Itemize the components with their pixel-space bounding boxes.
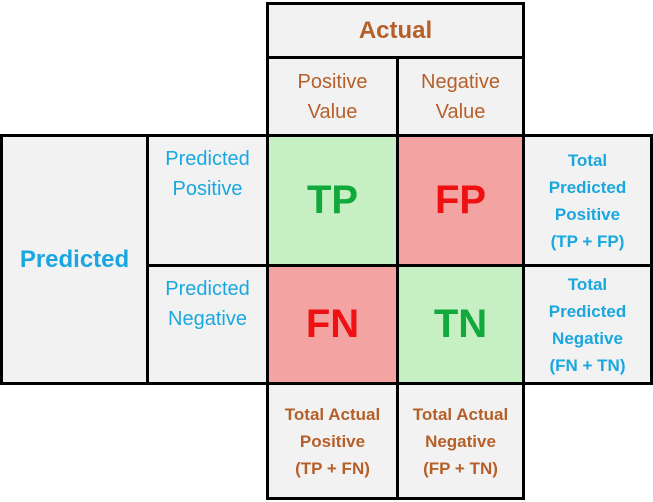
actual-header: Actual xyxy=(266,2,525,59)
negative-value-label: Negative Value xyxy=(421,70,500,123)
total-actual-positive: Total Actual Positive (TP + FN) xyxy=(266,382,399,500)
fn-cell: FN xyxy=(266,264,399,385)
tp-cell: TP xyxy=(266,134,399,267)
predicted-label: Predicted xyxy=(19,245,130,273)
tp-label: TP xyxy=(306,178,359,222)
total-actual-negative: Total Actual Negative (FP + TN) xyxy=(396,382,525,500)
total-predicted-negative: Total Predicted Negative (FN + TN) xyxy=(522,264,653,385)
total-predicted-positive: Total Predicted Positive (TP + FP) xyxy=(522,134,653,267)
predicted-positive-header: Predicted Positive xyxy=(146,134,269,267)
fn-label: FN xyxy=(305,302,360,346)
tn-label: TN xyxy=(433,302,488,346)
total-predicted-positive-label: Total Predicted Positive (TP + FP) xyxy=(548,150,627,251)
total-actual-positive-label: Total Actual Positive (TP + FN) xyxy=(284,404,381,478)
positive-value-label: Positive Value xyxy=(297,70,368,123)
predicted-negative-label: Predicted Negative xyxy=(165,278,250,330)
fp-cell: FP xyxy=(396,134,525,267)
fp-label: FP xyxy=(434,178,487,222)
total-predicted-negative-label: Total Predicted Negative (FN + TN) xyxy=(548,274,627,375)
predicted-negative-header: Predicted Negative xyxy=(146,264,269,385)
actual-label: Actual xyxy=(358,16,433,44)
positive-value-header: Positive Value xyxy=(266,56,399,137)
negative-value-header: Negative Value xyxy=(396,56,525,137)
tn-cell: TN xyxy=(396,264,525,385)
predicted-header: Predicted xyxy=(0,134,149,385)
predicted-positive-label: Predicted Positive xyxy=(165,148,250,200)
total-actual-negative-label: Total Actual Negative (FP + TN) xyxy=(412,404,509,478)
